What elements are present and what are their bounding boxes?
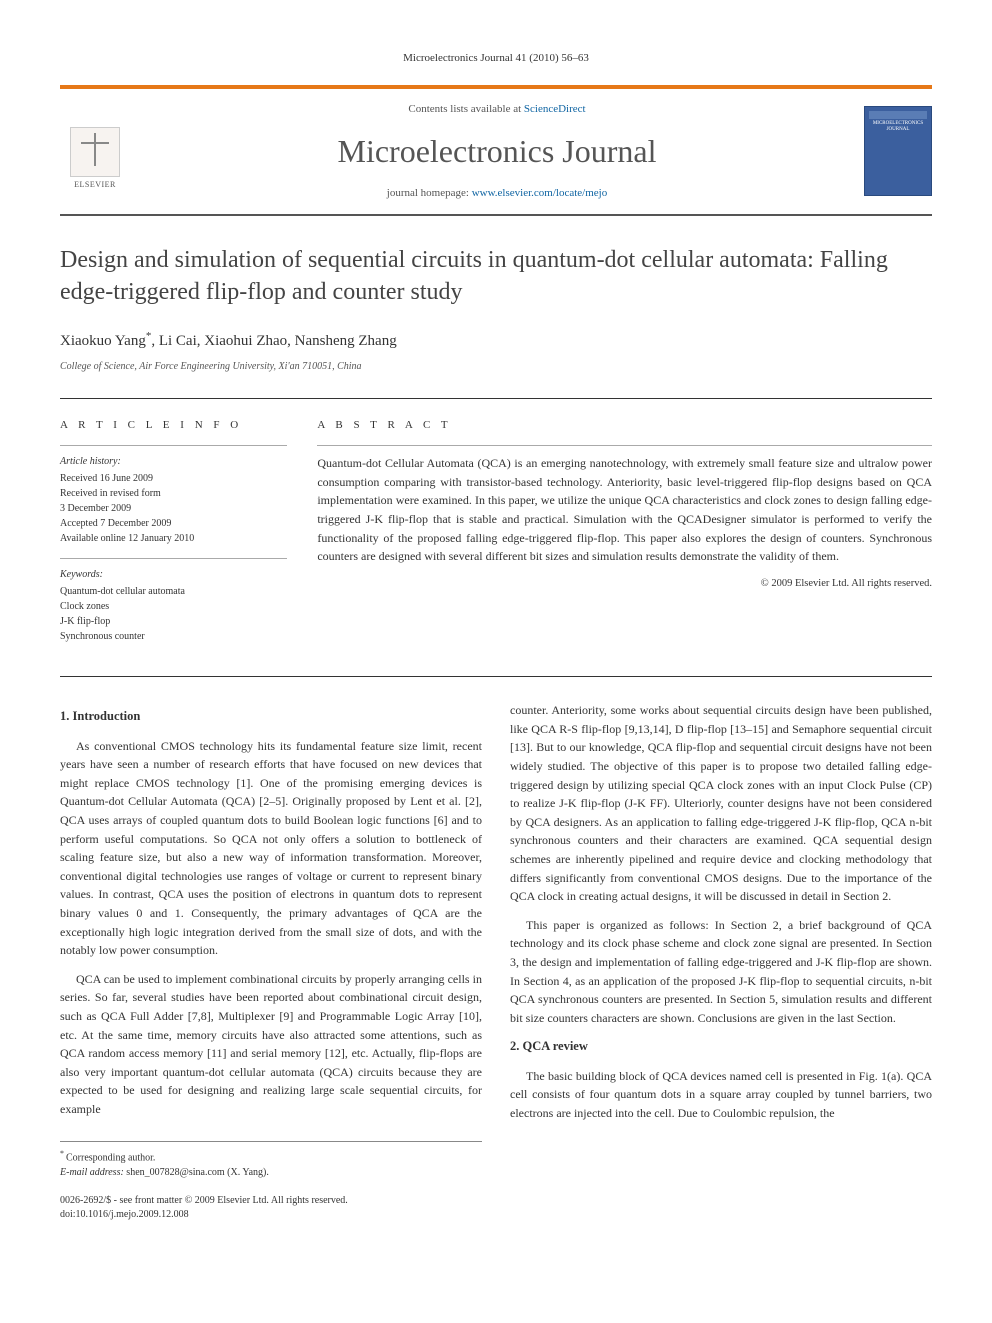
page-root: Microelectronics Journal 41 (2010) 56–63… — [0, 0, 992, 1262]
keyword: J-K flip-flop — [60, 614, 287, 629]
article-title: Design and simulation of sequential circ… — [60, 244, 932, 309]
section-1-heading: 1. Introduction — [60, 707, 482, 726]
body-paragraph: The basic building block of QCA devices … — [510, 1067, 932, 1123]
sciencedirect-link[interactable]: ScienceDirect — [524, 103, 586, 115]
banner-center: Contents lists available at ScienceDirec… — [150, 101, 844, 202]
history-line: Available online 12 January 2010 — [60, 531, 287, 546]
author-primary: Xiaokuo Yang — [60, 333, 146, 349]
body-paragraph: QCA can be used to implement combination… — [60, 970, 482, 1119]
journal-homepage-link[interactable]: www.elsevier.com/locate/mejo — [472, 187, 608, 199]
journal-homepage-line: journal homepage: www.elsevier.com/locat… — [150, 185, 844, 202]
author-list: Xiaokuo Yang*, Li Cai, Xiaohui Zhao, Nan… — [60, 328, 932, 353]
info-abstract-row: A R T I C L E I N F O Article history: R… — [60, 398, 932, 657]
keyword: Synchronous counter — [60, 629, 287, 644]
keyword: Quantum-dot cellular automata — [60, 584, 287, 599]
body-paragraph: counter. Anteriority, some works about s… — [510, 701, 932, 906]
journal-cover-thumbnail: MICROELECTRONICS JOURNAL — [864, 106, 932, 196]
abstract-text: Quantum-dot Cellular Automata (QCA) is a… — [317, 445, 932, 566]
email-line: E-mail address: shen_007828@sina.com (X.… — [60, 1165, 482, 1180]
homepage-prefix: journal homepage: — [387, 187, 472, 199]
contents-prefix: Contents lists available at — [408, 103, 523, 115]
corr-asterisk: * — [60, 1149, 64, 1158]
history-line: Accepted 7 December 2009 — [60, 516, 287, 531]
cover-title: MICROELECTRONICS JOURNAL — [869, 121, 927, 132]
keywords-label: Keywords: — [60, 567, 287, 582]
abstract-copyright: © 2009 Elsevier Ltd. All rights reserved… — [317, 576, 932, 592]
journal-name: Microelectronics Journal — [150, 127, 844, 175]
body-paragraph: As conventional CMOS technology hits its… — [60, 737, 482, 960]
history-line: 3 December 2009 — [60, 501, 287, 516]
running-head: Microelectronics Journal 41 (2010) 56–63 — [60, 50, 932, 67]
doi-line: doi:10.1016/j.mejo.2009.12.008 — [60, 1208, 482, 1222]
keywords-block: Keywords: Quantum-dot cellular automata … — [60, 558, 287, 644]
abstract-column: A B S T R A C T Quantum-dot Cellular Aut… — [317, 417, 932, 657]
article-history-block: Article history: Received 16 June 2009 R… — [60, 445, 287, 546]
body-col-left: 1. Introduction As conventional CMOS tec… — [60, 701, 482, 1222]
contents-line: Contents lists available at ScienceDirec… — [150, 101, 844, 118]
affiliation: College of Science, Air Force Engineerin… — [60, 359, 932, 374]
publisher-name: ELSEVIER — [74, 179, 116, 191]
article-info-label: A R T I C L E I N F O — [60, 417, 287, 434]
corresponding-footer: *Corresponding author. E-mail address: s… — [60, 1141, 482, 1180]
abstract-label: A B S T R A C T — [317, 417, 932, 434]
section-divider — [60, 676, 932, 677]
corr-text: Corresponding author. — [66, 1152, 155, 1163]
issn-doi-block: 0026-2692/$ - see front matter © 2009 El… — [60, 1194, 482, 1222]
elsevier-tree-icon — [70, 127, 120, 177]
body-columns: 1. Introduction As conventional CMOS tec… — [60, 701, 932, 1222]
article-info-column: A R T I C L E I N F O Article history: R… — [60, 417, 287, 657]
email-label: E-mail address: — [60, 1167, 124, 1178]
body-col-right: counter. Anteriority, some works about s… — [510, 701, 932, 1222]
keyword: Clock zones — [60, 599, 287, 614]
history-line: Received in revised form — [60, 486, 287, 501]
authors-rest: , Li Cai, Xiaohui Zhao, Nansheng Zhang — [151, 333, 396, 349]
email-value: shen_007828@sina.com (X. Yang). — [126, 1167, 269, 1178]
issn-line: 0026-2692/$ - see front matter © 2009 El… — [60, 1194, 482, 1208]
journal-banner: ELSEVIER Contents lists available at Sci… — [60, 85, 932, 216]
body-paragraph: This paper is organized as follows: In S… — [510, 916, 932, 1028]
history-label: Article history: — [60, 454, 287, 469]
section-2-heading: 2. QCA review — [510, 1037, 932, 1056]
publisher-logo: ELSEVIER — [60, 111, 130, 191]
corr-author-line: *Corresponding author. — [60, 1148, 482, 1165]
history-line: Received 16 June 2009 — [60, 471, 287, 486]
